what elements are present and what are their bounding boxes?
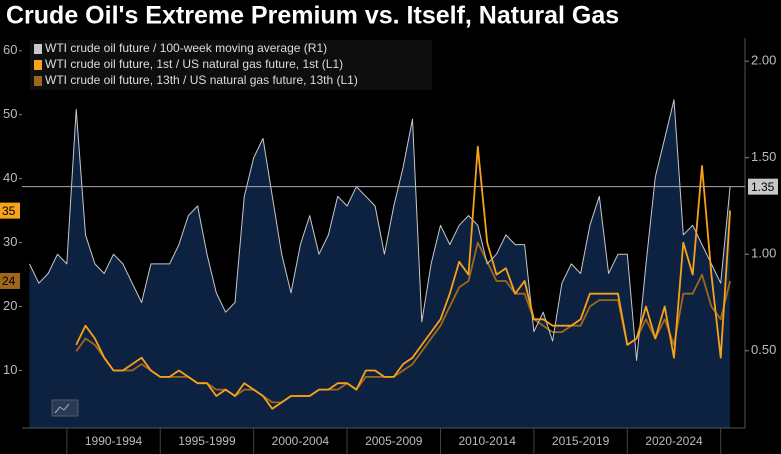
x-tick-label: 2010-2014 (458, 434, 516, 448)
y2-tick-label: 1.00 (751, 246, 776, 261)
y2-tick-label: 2.00 (751, 53, 776, 68)
end-value-label: 24 (2, 274, 16, 288)
end-value-box (748, 178, 778, 195)
area (29, 99, 731, 429)
legend-label: WTI crude oil future, 13th / US natural … (45, 73, 358, 87)
x-tick-label: 1995-1999 (178, 434, 236, 448)
end-value-label: 35 (2, 204, 16, 218)
x-tick-label: 2000-2004 (272, 434, 330, 448)
legend-swatch (34, 44, 42, 54)
y2-tick-label: 1.50 (751, 149, 776, 164)
y2-tick-label: 0.50 (751, 342, 776, 357)
x-tick-label: 2015-2019 (552, 434, 610, 448)
y-tick-label: 50 (3, 106, 17, 121)
x-tick-label: 2020-2024 (645, 434, 703, 448)
y-tick-label: 10 (3, 362, 17, 377)
legend-swatch (34, 60, 42, 70)
chart-title: Crude Oil's Extreme Premium vs. Itself, … (6, 2, 619, 30)
legend: WTI crude oil future / 100-week moving a… (30, 40, 432, 90)
end-value-label: 1.35 (751, 180, 775, 194)
y-tick-label: 60 (3, 42, 17, 57)
end-value-box (0, 202, 20, 219)
x-tick-label: 1990-1994 (85, 434, 143, 448)
line (29, 99, 731, 361)
legend-swatch (34, 76, 42, 86)
chart-icon-glyph (54, 403, 70, 414)
legend-label: WTI crude oil future, 1st / US natural g… (45, 57, 343, 71)
y-tick-label: 20 (3, 298, 17, 313)
line (75, 145, 731, 410)
end-value-box (0, 272, 20, 289)
y-tick-label: 30 (3, 234, 17, 249)
legend-box (30, 40, 432, 90)
legend-label: WTI crude oil future / 100-week moving a… (45, 41, 327, 55)
chart-icon (51, 399, 79, 417)
x-tick-label: 2005-2009 (365, 434, 423, 448)
y-tick-label: 40 (3, 170, 17, 185)
